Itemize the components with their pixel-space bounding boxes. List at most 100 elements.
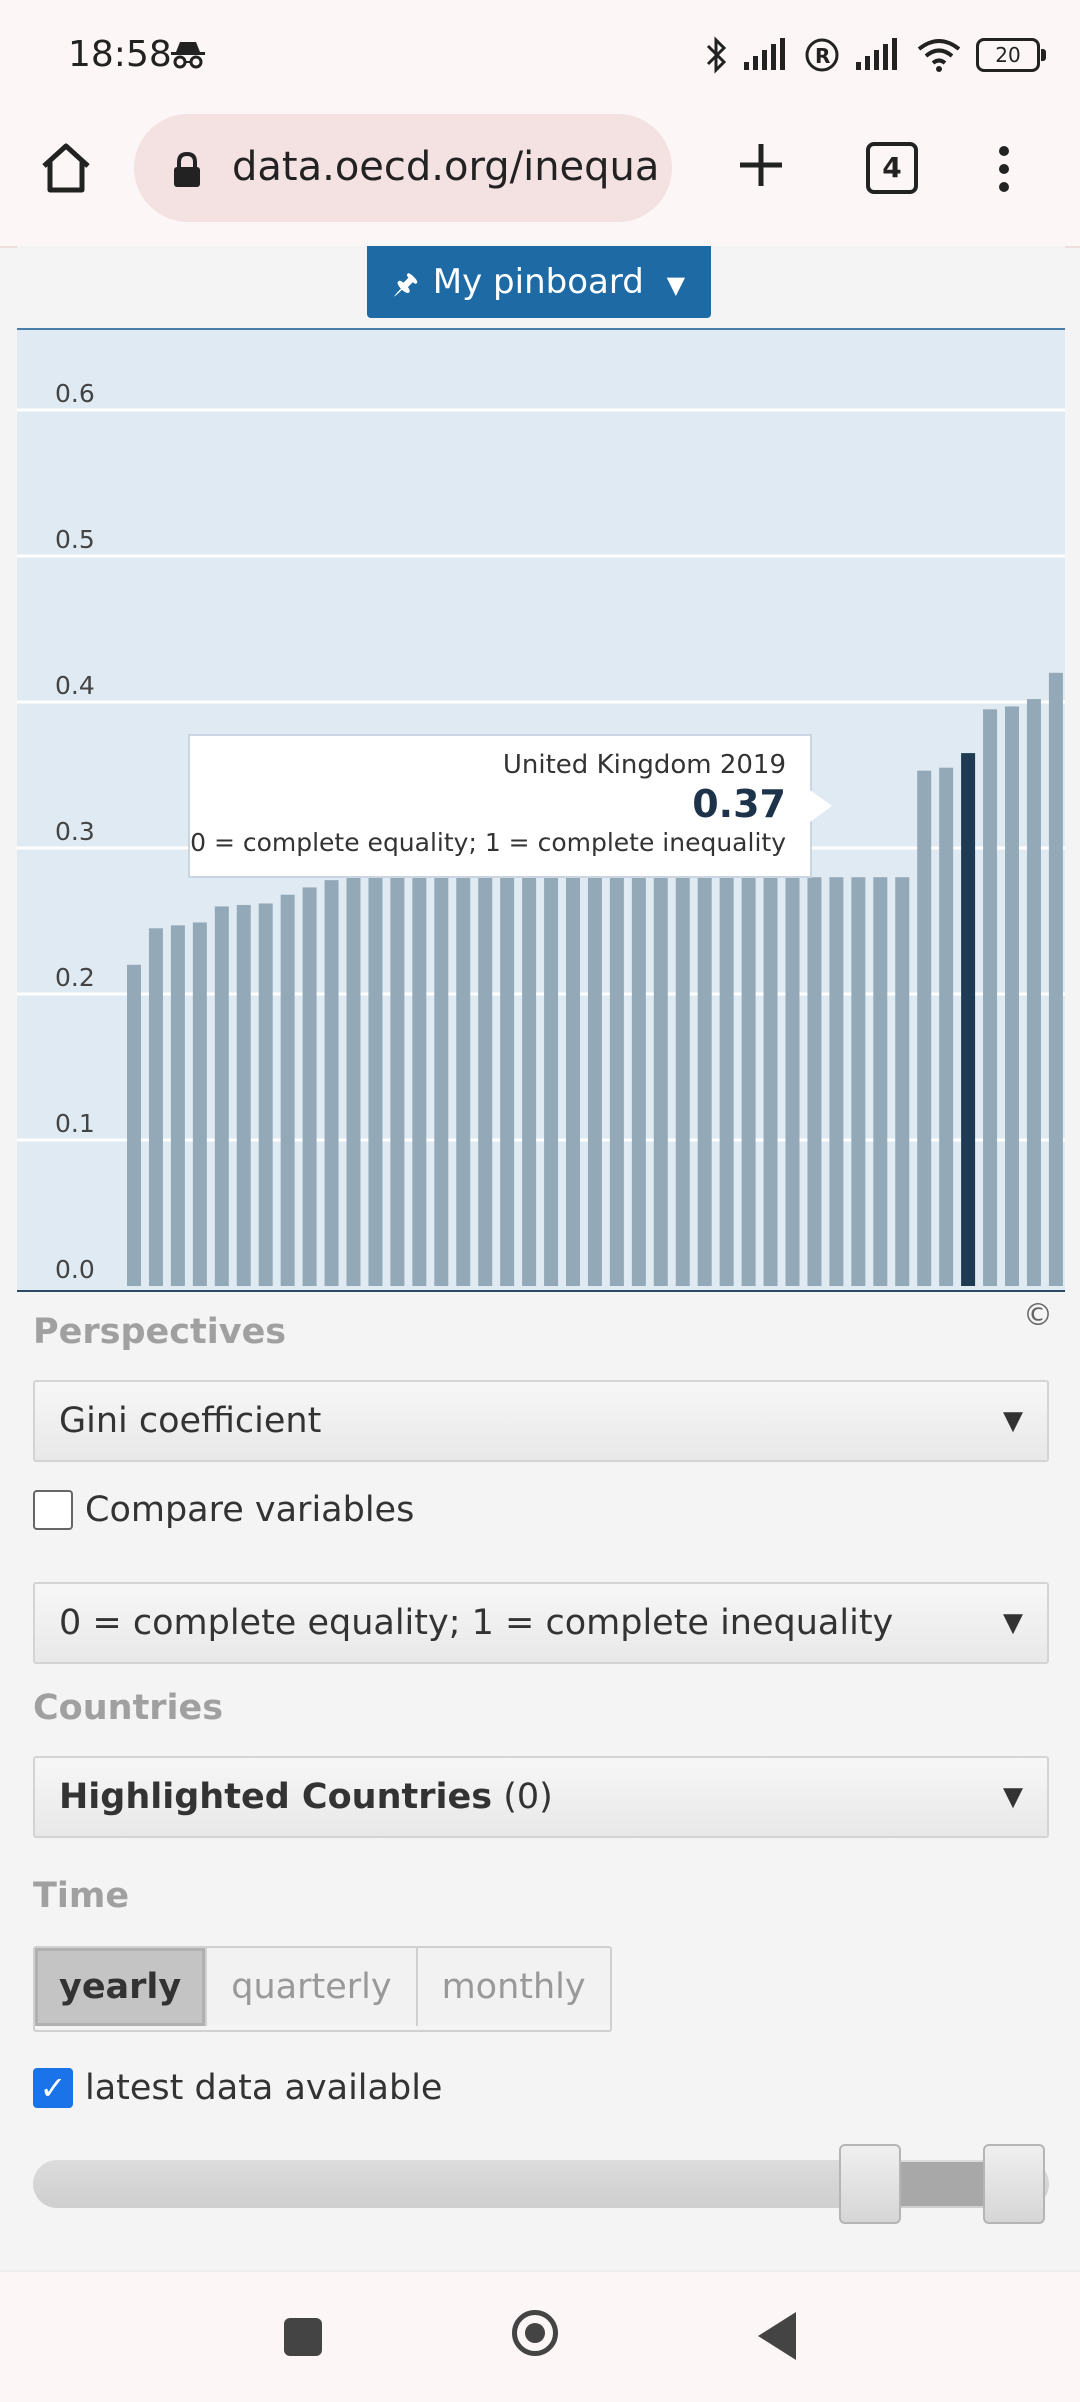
svg-text:R: R: [815, 44, 830, 68]
time-option-quarterly[interactable]: quarterly: [207, 1948, 418, 2026]
perspectives-label: Perspectives: [33, 1312, 287, 1352]
chevron-down-icon: ▼: [1003, 1608, 1023, 1638]
signal-icon: [744, 38, 785, 70]
chart-tooltip: United Kingdom 2019 0.37 0 = complete eq…: [188, 734, 832, 878]
bar[interactable]: [368, 877, 383, 1286]
bar[interactable]: [500, 877, 515, 1286]
bar[interactable]: [1048, 672, 1063, 1286]
bar[interactable]: [807, 877, 822, 1286]
lock-icon: [174, 152, 200, 187]
wifi-icon: [917, 39, 961, 72]
time-option-yearly[interactable]: yearly: [35, 1948, 208, 2026]
status-bar: 18:58 R 20: [0, 0, 1080, 112]
status-icons: R 20: [704, 36, 1046, 74]
bar[interactable]: [236, 904, 251, 1286]
bar-highlighted[interactable]: [961, 753, 976, 1286]
bar[interactable]: [1026, 699, 1041, 1286]
y-tick-label: 0.5: [55, 525, 95, 554]
page-content: 🖈 My pinboard ▼ 0.0 0.1 0.2 0.3 0.4 0.5 0.6 Uni…: [17, 246, 1065, 2270]
time-range-start-handle[interactable]: [839, 2144, 901, 2224]
compare-variables-label: Compare variables: [85, 1490, 415, 1530]
bar[interactable]: [192, 922, 207, 1286]
y-tick-label: 0.3: [55, 817, 95, 846]
bar[interactable]: [873, 877, 888, 1286]
time-range-end-handle[interactable]: [983, 2144, 1045, 2224]
time-label: Time: [33, 1876, 130, 1916]
bar[interactable]: [631, 877, 646, 1286]
bluetooth-icon: [706, 36, 727, 74]
compare-variables-row[interactable]: Compare variables: [33, 1490, 414, 1530]
latest-data-row[interactable]: ✓ latest data available: [33, 2068, 442, 2108]
bar[interactable]: [478, 877, 493, 1286]
url-text: data.oecd.org/inequa: [232, 144, 660, 190]
time-frequency-toggle: yearly quarterly monthly: [33, 1946, 612, 2032]
bar[interactable]: [829, 877, 844, 1286]
time-option-monthly[interactable]: monthly: [417, 1948, 610, 2026]
perspective-selected: Gini coefficient: [59, 1401, 322, 1441]
my-pinboard-button[interactable]: 🖈 My pinboard ▼: [367, 246, 711, 318]
bar[interactable]: [522, 877, 537, 1286]
bar[interactable]: [390, 877, 405, 1286]
new-tab-icon[interactable]: [726, 130, 796, 200]
bar[interactable]: [280, 894, 295, 1286]
y-tick-label: 0.4: [55, 671, 95, 700]
bar[interactable]: [148, 928, 163, 1286]
battery-icon: 20: [976, 38, 1046, 72]
bar[interactable]: [741, 877, 756, 1286]
chevron-down-icon: ▼: [666, 271, 686, 299]
bar[interactable]: [697, 877, 712, 1286]
bar[interactable]: [434, 877, 449, 1286]
tooltip-unit: 0 = complete equality; 1 = complete ineq…: [190, 828, 786, 857]
bar[interactable]: [763, 877, 778, 1286]
bar[interactable]: [456, 877, 471, 1286]
home-icon[interactable]: [36, 138, 96, 198]
bar[interactable]: [566, 877, 580, 1286]
bar[interactable]: [170, 925, 185, 1286]
countries-selected: Highlighted Countries: [59, 1777, 493, 1817]
bar[interactable]: [675, 877, 690, 1286]
bar[interactable]: [983, 709, 998, 1286]
tab-switcher-button[interactable]: 4: [866, 142, 918, 194]
overflow-menu-icon[interactable]: [990, 142, 1018, 198]
bar[interactable]: [851, 877, 866, 1286]
incognito-icon: [171, 42, 205, 69]
latest-data-checkbox[interactable]: ✓: [33, 2068, 73, 2108]
bar[interactable]: [346, 877, 361, 1286]
chevron-down-icon: ▼: [1003, 1782, 1023, 1812]
bar[interactable]: [917, 770, 932, 1286]
bar[interactable]: [609, 877, 624, 1286]
latest-data-label: latest data available: [85, 2068, 443, 2108]
perspective-select[interactable]: Gini coefficient ▼: [33, 1380, 1049, 1462]
bar[interactable]: [939, 767, 954, 1286]
home-nav-icon[interactable]: [512, 2310, 558, 2356]
bar[interactable]: [895, 877, 910, 1286]
countries-label: Countries: [33, 1688, 224, 1728]
tooltip-value: 0.37: [692, 782, 786, 826]
bar[interactable]: [258, 903, 273, 1286]
back-icon[interactable]: [758, 2312, 796, 2360]
bar[interactable]: [324, 880, 339, 1286]
bar[interactable]: [412, 877, 427, 1286]
bar[interactable]: [719, 877, 734, 1286]
address-bar[interactable]: data.oecd.org/inequa: [134, 114, 672, 222]
bar[interactable]: [214, 906, 229, 1286]
measure-select[interactable]: 0 = complete equality; 1 = complete ineq…: [33, 1582, 1049, 1664]
tooltip-title: United Kingdom 2019: [502, 750, 786, 780]
status-time: 18:58: [68, 34, 172, 75]
bar[interactable]: [1005, 706, 1019, 1286]
compare-variables-checkbox[interactable]: [33, 1490, 73, 1530]
bar[interactable]: [544, 877, 559, 1286]
roaming-icon: R: [805, 38, 839, 72]
y-tick-label: 0.6: [55, 379, 95, 408]
copyright-icon[interactable]: ©: [1023, 1298, 1053, 1333]
countries-select[interactable]: Highlighted Countries (0) ▼: [33, 1756, 1049, 1838]
y-tick-label: 0.0: [55, 1255, 95, 1284]
bar[interactable]: [302, 887, 317, 1286]
system-navigation-bar: [0, 2270, 1080, 2402]
bar[interactable]: [127, 964, 141, 1286]
recent-apps-icon[interactable]: [284, 2318, 322, 2356]
bar[interactable]: [785, 877, 800, 1286]
bar[interactable]: [587, 877, 602, 1286]
bar[interactable]: [653, 877, 668, 1286]
signal-icon-2: [856, 38, 897, 70]
